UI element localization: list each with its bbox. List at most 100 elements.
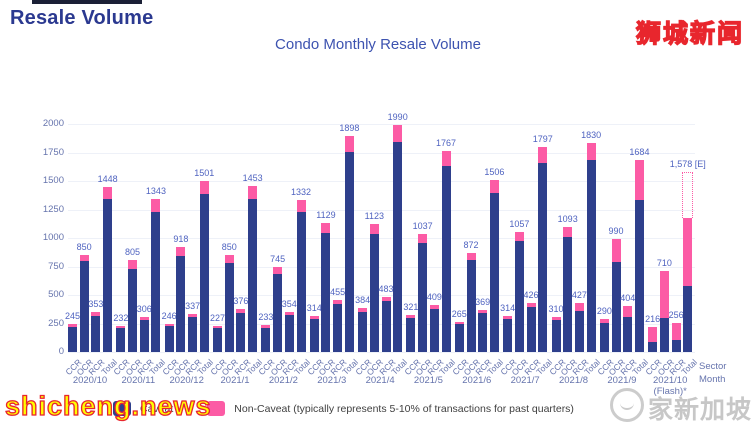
bar-segment-non-caveat xyxy=(634,160,644,201)
month-label-text: 2021/7 xyxy=(510,375,540,386)
bar-value-label: 216 xyxy=(645,314,661,325)
bar-segment-caveat xyxy=(671,340,681,352)
y-axis-tick-label: 500 xyxy=(48,289,64,300)
bar-segment-caveat xyxy=(236,312,246,352)
bar-segment-non-caveat xyxy=(296,200,306,213)
bar-segment-caveat xyxy=(623,316,633,352)
legend-item-non-caveat: Non-Caveat (typically represents 5-10% o… xyxy=(207,401,574,416)
bar-value-label: 805 xyxy=(125,247,141,258)
bar-segment-non-caveat xyxy=(599,318,609,324)
bar-segment-non-caveat xyxy=(164,323,174,327)
bar-segment-non-caveat xyxy=(611,239,621,263)
bar-value-label: 872 xyxy=(463,239,479,250)
bar-segment-caveat xyxy=(551,319,561,352)
bar-segment-caveat xyxy=(503,319,513,352)
bar-segment-non-caveat xyxy=(489,180,499,194)
jia-xinjiapo-logo-icon xyxy=(610,388,644,422)
bar-segment-non-caveat xyxy=(659,271,669,318)
bar-value-label: 1767 xyxy=(436,137,457,148)
bar-value-label: 354 xyxy=(281,298,297,309)
bar-segment-non-caveat xyxy=(261,325,271,328)
bar-segment-caveat xyxy=(441,166,451,352)
month-label-text: 2021/4 xyxy=(365,375,395,386)
bar-segment-estimated xyxy=(682,172,694,219)
bar-value-label: 1,578 [E] xyxy=(669,159,706,170)
legend-item-caveat: Caveat xyxy=(113,401,173,416)
bar-segment-non-caveat xyxy=(586,143,596,160)
bar-value-label: 353 xyxy=(88,298,104,309)
y-axis-tick-label: 1750 xyxy=(42,146,64,158)
bar-value-label: 1830 xyxy=(581,130,602,141)
bar-segment-caveat xyxy=(418,242,428,352)
bar-value-label: 1343 xyxy=(145,185,166,196)
top-crop-artifact xyxy=(32,0,142,4)
bar-value-label: 1448 xyxy=(97,173,118,184)
bar-segment-non-caveat xyxy=(683,218,693,286)
bar-segment-non-caveat xyxy=(526,303,536,308)
bar-value-label: 409 xyxy=(426,292,442,303)
bar-segment-caveat xyxy=(188,316,198,352)
bar-segment-caveat xyxy=(213,328,223,352)
bar-segment-non-caveat xyxy=(103,186,113,200)
bar-segment-non-caveat xyxy=(538,147,548,163)
bar-value-label: 426 xyxy=(523,290,539,301)
bar-value-label: 310 xyxy=(548,303,564,314)
x-axis-month-label: 2021/4 xyxy=(348,375,412,387)
bar-value-label: 427 xyxy=(571,290,587,301)
shicheng-news-watermark: shicheng.news xyxy=(4,390,212,421)
bar-value-label: 1129 xyxy=(316,210,336,221)
bar-segment-non-caveat xyxy=(333,300,343,305)
x-axis-month-label: 2021/3 xyxy=(300,375,364,387)
bar-segment-non-caveat xyxy=(199,180,209,195)
bar-segment-caveat xyxy=(574,310,584,352)
bar-value-label: 1797 xyxy=(532,134,553,145)
month-label-text: 2020/12 xyxy=(169,375,204,386)
bar-value-label: 245 xyxy=(64,311,81,322)
bar-segment-non-caveat xyxy=(284,311,294,315)
bar-value-label: 314 xyxy=(500,303,516,314)
month-label-text: 2020/11 xyxy=(121,375,156,386)
bar-segment-caveat xyxy=(586,159,596,352)
x-axis-month-label: 2021/8 xyxy=(542,375,606,387)
y-axis-tick-label: 1250 xyxy=(42,203,64,215)
bar-segment-caveat xyxy=(369,233,379,352)
bar-value-label: 1453 xyxy=(242,173,263,184)
non-caveat-swatch-icon xyxy=(207,401,226,416)
bar-segment-non-caveat xyxy=(671,322,681,341)
month-label-text: 2021/3 xyxy=(317,375,347,386)
gridline xyxy=(68,295,695,296)
bar-value-label: 1501 xyxy=(194,167,215,178)
bar-segment-caveat xyxy=(659,318,669,352)
bar-segment-caveat xyxy=(538,162,548,352)
bar-segment-caveat xyxy=(514,240,524,352)
bar-segment-caveat xyxy=(599,323,609,352)
bar-segment-caveat xyxy=(261,327,271,352)
bar-segment-non-caveat xyxy=(441,150,451,167)
bar-segment-non-caveat xyxy=(309,316,319,320)
bar-segment-non-caveat xyxy=(369,223,379,234)
bar-segment-caveat xyxy=(296,212,306,352)
y-axis-tick-label: 250 xyxy=(48,317,64,329)
bar-segment-non-caveat xyxy=(648,327,658,342)
bar-value-label: 232 xyxy=(113,312,129,323)
bar-segment-caveat xyxy=(526,307,536,352)
bar-segment-non-caveat xyxy=(381,296,391,302)
x-axis-title-line1: Sector xyxy=(699,361,727,372)
x-axis-month-label: 2020/12 xyxy=(155,375,219,387)
bar-segment-non-caveat xyxy=(454,321,464,325)
bar-segment-non-caveat xyxy=(418,233,428,243)
page-title: Resale Volume xyxy=(10,7,154,29)
bar-value-label: 306 xyxy=(136,304,152,315)
x-axis-month-label: 2021/1 xyxy=(203,375,267,387)
y-axis-tick-label: 1000 xyxy=(42,232,64,243)
bar-segment-non-caveat xyxy=(563,227,573,238)
bar-segment-caveat xyxy=(309,319,319,352)
bar-value-label: 1332 xyxy=(290,187,312,198)
bar-segment-non-caveat xyxy=(68,324,77,328)
bar-segment-caveat xyxy=(466,260,476,352)
jia-xinjiapo-watermark: 家新加坡 xyxy=(648,396,753,424)
bar-segment-caveat xyxy=(406,318,416,352)
bar-segment-non-caveat xyxy=(213,326,223,329)
bar-segment-caveat xyxy=(68,327,77,352)
x-axis-month-label: 2020/10 xyxy=(58,375,122,387)
